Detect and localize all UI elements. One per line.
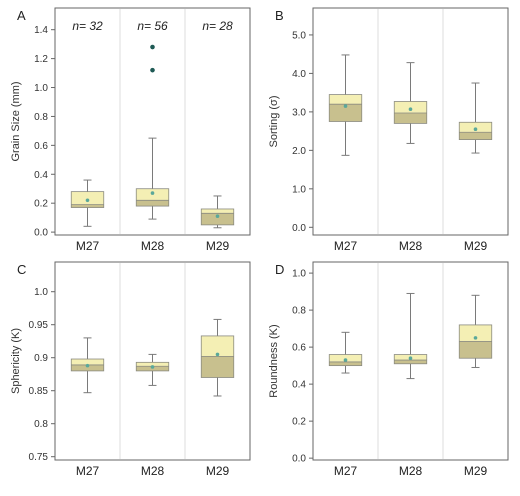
box-outline xyxy=(393,101,428,124)
box-lower-half xyxy=(394,360,427,364)
sample-size-label: n= 32 xyxy=(72,19,103,33)
y-tick-label: 0.9 xyxy=(34,353,48,364)
mean-marker xyxy=(150,191,155,195)
y-tick-label: 0.2 xyxy=(292,417,306,428)
y-tick-label: 0.6 xyxy=(34,141,48,152)
box-upper-half xyxy=(201,208,234,214)
box-lower-half xyxy=(459,341,492,359)
box-lower-half xyxy=(201,213,234,225)
y-axis-label: Roundness (K) xyxy=(268,324,280,397)
mean-marker xyxy=(85,363,90,368)
box-upper-half xyxy=(394,101,427,114)
category-label: M28 xyxy=(399,464,423,478)
mean-marker xyxy=(408,356,413,361)
mean-marker xyxy=(215,214,220,219)
category-label: M27 xyxy=(76,464,100,478)
panel-c: C 0.75 0.8 0.85 0.9 0.95 1.0 Sphericity (K) M27 M… xyxy=(10,261,251,478)
category-label: M28 xyxy=(141,464,165,478)
box-outline xyxy=(200,208,235,226)
mean-marker xyxy=(408,107,413,111)
y-tick-label: 1.0 xyxy=(292,184,306,195)
y-tick-label: 0.6 xyxy=(292,343,306,354)
box-lower-half xyxy=(329,361,362,366)
y-tick-label: 1.0 xyxy=(34,83,48,94)
box-upper-half xyxy=(71,359,104,365)
y-tick-label: 1.2 xyxy=(34,54,48,65)
outlier-point xyxy=(150,67,155,73)
y-tick-label: 1.0 xyxy=(292,269,306,280)
y-axis-label: Sphericity (K) xyxy=(10,328,22,394)
box-upper-half xyxy=(71,191,104,205)
box-lower-half xyxy=(71,204,104,208)
y-tick-label: 3.0 xyxy=(292,107,306,118)
box-upper-half xyxy=(459,122,492,133)
y-tick-label: 1.4 xyxy=(34,25,48,36)
mean-marker xyxy=(473,127,478,131)
box-lower-half xyxy=(459,132,492,140)
mean-marker xyxy=(150,365,155,369)
panel-label: B xyxy=(275,8,284,23)
box-upper-half xyxy=(136,362,169,367)
box-upper-half xyxy=(459,324,492,342)
mean-marker xyxy=(85,198,90,203)
mean-marker xyxy=(343,104,348,108)
category-label: M29 xyxy=(464,464,488,478)
y-axis-label: Sorting (σ) xyxy=(268,95,280,147)
y-tick-label: 0.4 xyxy=(34,170,48,181)
panel-label: A xyxy=(17,8,26,23)
box-outline xyxy=(393,354,428,365)
y-axis-label: Grain Size (mm) xyxy=(10,81,22,161)
y-tick-label: 2.0 xyxy=(292,146,306,157)
y-tick-label: 0.8 xyxy=(34,112,48,123)
outlier-point xyxy=(150,44,155,50)
box-lower-half xyxy=(71,364,104,371)
box-outline xyxy=(458,121,493,140)
y-tick-label: 5.0 xyxy=(292,30,306,41)
y-tick-label: 0.0 xyxy=(292,454,306,465)
panel-label: C xyxy=(17,262,26,277)
y-tick-label: 0.0 xyxy=(34,228,48,239)
y-tick-label: 0.95 xyxy=(29,320,49,331)
y-tick-label: 0.75 xyxy=(29,452,49,463)
category-label: M27 xyxy=(76,239,100,253)
box-outline xyxy=(328,354,363,367)
category-label: M27 xyxy=(334,464,358,478)
sample-size-label: n= 56 xyxy=(137,19,168,33)
category-label: M28 xyxy=(399,239,423,253)
mean-marker xyxy=(343,358,348,362)
panel-b: B 0.0 1.0 2.0 3.0 4.0 5.0 Sorting (σ) M27 M28 M29 xyxy=(268,7,509,253)
y-tick-label: 4.0 xyxy=(292,69,306,80)
y-tick-label: 0.0 xyxy=(292,223,306,234)
box-outline xyxy=(328,94,363,122)
panel-d: D 0.0 0.2 0.4 0.6 0.8 1.0 Roundness (K) M27 M28 M2… xyxy=(268,261,509,478)
mean-marker xyxy=(215,352,220,357)
category-label: M29 xyxy=(464,239,488,253)
y-tick-label: 0.2 xyxy=(34,199,48,210)
y-tick-label: 0.4 xyxy=(292,380,306,391)
y-tick-label: 1.0 xyxy=(34,287,48,298)
mean-marker xyxy=(473,336,478,340)
y-tick-label: 0.8 xyxy=(292,306,306,317)
y-tick-label: 0.8 xyxy=(34,419,48,430)
box-upper-half xyxy=(329,94,362,105)
box-lower-half xyxy=(394,113,427,124)
y-tick-label: 0.85 xyxy=(29,386,49,397)
category-label: M28 xyxy=(141,239,165,253)
sample-size-label: n= 28 xyxy=(202,19,233,33)
box-lower-half xyxy=(201,356,234,378)
box-outline xyxy=(135,188,170,207)
panel-label: D xyxy=(275,262,284,277)
category-label: M29 xyxy=(206,239,230,253)
box-outline xyxy=(70,191,105,208)
box-upper-half xyxy=(329,354,362,362)
panel-a: A 0.0 0.2 0.4 0.6 0.8 1.0 1.2 1.4 Grain Size (mm)… xyxy=(10,7,251,253)
category-label: M29 xyxy=(206,464,230,478)
box-upper-half xyxy=(201,335,234,357)
box-lower-half xyxy=(136,200,169,207)
box-lower-half xyxy=(329,104,362,122)
category-label: M27 xyxy=(334,239,358,253)
